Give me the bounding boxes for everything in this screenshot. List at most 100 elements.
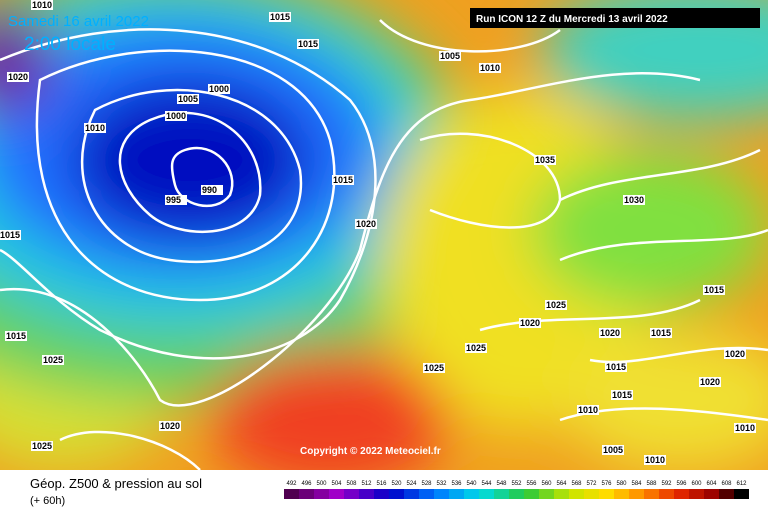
run-box <box>470 8 760 28</box>
colorbar-tick-label: 544 <box>481 481 492 487</box>
isobar-label: 1030 <box>624 195 644 205</box>
isobar-label: 1020 <box>356 219 376 229</box>
colorbar-tick-label: 600 <box>691 481 702 487</box>
isobar-label: 1015 <box>606 362 626 372</box>
colorbar-cell <box>479 489 494 499</box>
isobar-label-bg <box>423 363 445 373</box>
isobar-label: 1020 <box>8 72 28 82</box>
colorbar-tick-label: 512 <box>361 481 372 487</box>
colorbar-cell <box>599 489 614 499</box>
colorbar-cell <box>614 489 629 499</box>
copyright: Copyright © 2022 Meteociel.fr <box>300 446 441 457</box>
colorbar-tick-label: 560 <box>541 481 552 487</box>
isobar-label: 1010 <box>85 123 105 133</box>
isobar-label-bg <box>611 390 633 400</box>
colorbar-tick-label: 568 <box>571 481 582 487</box>
colorbar-cell <box>659 489 674 499</box>
colorbar-tick-label: 612 <box>736 481 747 487</box>
isobar-label: 1020 <box>700 377 720 387</box>
colorbar-cell <box>644 489 659 499</box>
colorbar-tick-label: 532 <box>436 481 447 487</box>
isobar-label: 1010 <box>32 0 52 10</box>
isobar-label: 1010 <box>480 63 500 73</box>
colorbar-cell <box>419 489 434 499</box>
isobar-label: 1005 <box>440 51 460 61</box>
colorbar-cell <box>299 489 314 499</box>
colorbar-cell <box>719 489 734 499</box>
colorbar-tick-label: 516 <box>376 481 387 487</box>
colorbar-cell <box>494 489 509 499</box>
isobar-label-bg <box>297 39 319 49</box>
colorbar-cell <box>329 489 344 499</box>
isobar-label-bg <box>623 195 645 205</box>
isobar-label-bg <box>177 94 199 104</box>
colorbar-cell <box>524 489 539 499</box>
colorbar-tick-label: 564 <box>556 481 567 487</box>
isobar-label: 1015 <box>612 390 632 400</box>
colorbar-cell <box>284 489 299 499</box>
colorbar-cell <box>509 489 524 499</box>
date: Samedi 16 avril 2022 <box>8 13 149 30</box>
colorbar-cell <box>554 489 569 499</box>
isobar-label: 1035 <box>535 155 555 165</box>
colorbar-tick-label: 528 <box>421 481 432 487</box>
isobar-label-bg <box>31 0 53 10</box>
isobar-label: 1025 <box>424 363 444 373</box>
colorbar-tick-label: 496 <box>301 481 312 487</box>
colorbar-cell <box>629 489 644 499</box>
isobar-label: 1025 <box>546 300 566 310</box>
isobar-label-bg <box>534 155 556 165</box>
isobar-label: 995 <box>166 195 181 205</box>
colorbar-tick-label: 608 <box>721 481 732 487</box>
isobar-label-bg <box>650 328 672 338</box>
isobar-label-bg <box>165 111 187 121</box>
isobar-label: 1020 <box>160 421 180 431</box>
isobar-label: 1010 <box>578 405 598 415</box>
isobar-label-bg <box>577 405 599 415</box>
isobar-label: 1005 <box>178 94 198 104</box>
colorbar-tick-label: 572 <box>586 481 597 487</box>
colorbar-cell <box>404 489 419 499</box>
colorbar-cell <box>689 489 704 499</box>
run-info: Run ICON 12 Z du Mercredi 13 avril 2022 <box>476 14 668 25</box>
isobar-label: 1020 <box>520 318 540 328</box>
colorbar: 492 496 500 504 508 512 516 520 524 528 532 536 540 5… <box>284 481 749 499</box>
isobar-label-bg <box>84 123 106 133</box>
isobar-label: 1010 <box>645 455 665 465</box>
isobar-label-bg <box>599 328 621 338</box>
isobar-label: 1020 <box>600 328 620 338</box>
isobar-label: 1020 <box>725 349 745 359</box>
colorbar-tick-label: 576 <box>601 481 612 487</box>
isobar-label-bg <box>734 423 756 433</box>
colorbar-cell <box>674 489 689 499</box>
isobar-label-bg <box>31 441 53 451</box>
colorbar-tick-label: 588 <box>646 481 657 487</box>
isobar-label-bg <box>545 300 567 310</box>
isobar-label-bg <box>165 195 187 205</box>
footer-title: Géop. Z500 & pression au sol <box>30 476 202 491</box>
isobar-label-bg <box>332 175 354 185</box>
colorbar-tick-label: 556 <box>526 481 537 487</box>
colorbar-cell <box>734 489 749 499</box>
isobar-label: 1000 <box>209 84 229 94</box>
colorbar-tick-label: 524 <box>406 481 417 487</box>
colorbar-tick-label: 596 <box>676 481 687 487</box>
isobar-label-bg <box>7 72 29 82</box>
isobar-labels: 1015 1015 1005 1010 1010 1020 1005 1000 1000 1010… <box>0 0 756 465</box>
isobar-label: 1000 <box>166 111 186 121</box>
colorbar-cell <box>584 489 599 499</box>
colorbar-tick-label: 580 <box>616 481 627 487</box>
isobar-label-bg <box>5 331 27 341</box>
colorbar-tick-label: 584 <box>631 481 642 487</box>
time: 2:00 locale <box>24 34 116 55</box>
isobar-label: 1025 <box>43 355 63 365</box>
colorbar-tick-label: 592 <box>661 481 672 487</box>
isobar-label: 1025 <box>32 441 52 451</box>
colorbar-tick-label: 548 <box>496 481 507 487</box>
isobar-label-bg <box>602 445 624 455</box>
isobar-label-bg <box>699 377 721 387</box>
colorbar-cell <box>539 489 554 499</box>
colorbar-cell <box>314 489 329 499</box>
isobar-label: 1015 <box>0 230 20 240</box>
isobar-label: 1015 <box>333 175 353 185</box>
